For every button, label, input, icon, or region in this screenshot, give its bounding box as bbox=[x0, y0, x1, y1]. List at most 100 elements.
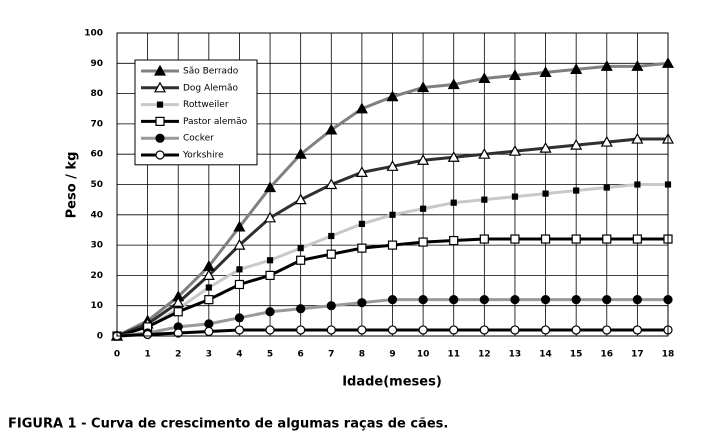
marker bbox=[357, 243, 367, 253]
x-tick-label: 13 bbox=[509, 350, 522, 360]
marker bbox=[265, 307, 275, 317]
marker bbox=[600, 60, 613, 71]
marker bbox=[634, 181, 641, 188]
marker bbox=[296, 304, 306, 314]
x-tick-label: 18 bbox=[662, 350, 675, 360]
marker bbox=[632, 234, 642, 244]
marker bbox=[417, 154, 430, 165]
marker bbox=[418, 295, 428, 305]
y-tick-label: 30 bbox=[90, 241, 103, 251]
plot-frame bbox=[116, 32, 669, 337]
x-tick-label: 1 bbox=[144, 350, 150, 360]
marker bbox=[510, 325, 520, 335]
marker bbox=[153, 64, 167, 76]
y-tick-label: 90 bbox=[90, 59, 103, 69]
x-tick-label: 14 bbox=[539, 350, 552, 360]
marker bbox=[571, 325, 581, 335]
marker bbox=[449, 295, 459, 305]
marker bbox=[204, 326, 214, 337]
marker bbox=[264, 181, 277, 193]
marker bbox=[328, 232, 335, 240]
marker bbox=[478, 72, 491, 84]
marker bbox=[173, 328, 183, 338]
marker bbox=[602, 325, 612, 335]
marker bbox=[539, 66, 552, 77]
marker bbox=[600, 135, 613, 147]
marker bbox=[632, 295, 642, 305]
marker bbox=[478, 147, 491, 159]
legend-label: Yorkshire bbox=[182, 151, 224, 161]
x-tick-label: 6 bbox=[298, 350, 304, 360]
y-tick-label: 70 bbox=[90, 119, 103, 129]
marker bbox=[542, 190, 549, 197]
y-tick-label: 40 bbox=[90, 210, 103, 220]
marker bbox=[447, 150, 460, 162]
marker bbox=[420, 205, 427, 212]
marker bbox=[143, 329, 153, 340]
y-tick-label: 80 bbox=[90, 89, 103, 99]
marker bbox=[510, 234, 520, 244]
marker bbox=[540, 325, 551, 335]
marker bbox=[204, 295, 214, 305]
marker bbox=[326, 301, 336, 311]
legend-label: Dog Alemão bbox=[183, 83, 238, 93]
marker bbox=[325, 123, 338, 135]
marker bbox=[325, 178, 338, 190]
x-tick-label: 15 bbox=[570, 350, 583, 360]
x-tick-label: 0 bbox=[114, 350, 120, 360]
marker bbox=[296, 325, 306, 335]
marker bbox=[234, 279, 245, 290]
x-tick-label: 8 bbox=[359, 350, 365, 360]
marker bbox=[418, 325, 428, 335]
marker bbox=[508, 144, 521, 156]
marker bbox=[156, 101, 164, 108]
legend-label: Rottweiler bbox=[183, 100, 229, 110]
x-tick-label: 16 bbox=[601, 350, 614, 360]
marker bbox=[447, 78, 460, 90]
marker bbox=[296, 255, 306, 265]
y-tick-label: 100 bbox=[84, 29, 103, 39]
marker bbox=[571, 295, 581, 305]
marker bbox=[573, 187, 580, 194]
marker bbox=[508, 69, 521, 81]
marker bbox=[417, 81, 430, 93]
marker bbox=[155, 133, 165, 143]
marker bbox=[264, 211, 277, 223]
x-tick-label: 3 bbox=[206, 350, 212, 360]
marker bbox=[233, 220, 246, 232]
marker bbox=[602, 234, 612, 244]
marker bbox=[326, 249, 336, 259]
marker bbox=[510, 295, 520, 305]
x-axis-label: Idade(meses) bbox=[342, 375, 442, 390]
y-tick-label: 50 bbox=[90, 180, 103, 190]
marker bbox=[386, 160, 399, 171]
marker bbox=[326, 325, 336, 335]
marker bbox=[450, 199, 457, 206]
marker bbox=[540, 295, 551, 305]
marker bbox=[631, 60, 644, 71]
marker bbox=[234, 325, 245, 335]
legend-label: Pastor alemão bbox=[183, 117, 248, 127]
legend-label: Cocker bbox=[183, 134, 214, 144]
y-tick-label: 10 bbox=[90, 301, 103, 311]
x-tick-label: 10 bbox=[417, 350, 430, 360]
marker bbox=[511, 193, 519, 200]
marker bbox=[449, 235, 459, 246]
marker bbox=[479, 295, 489, 305]
marker bbox=[236, 266, 243, 273]
marker bbox=[355, 102, 368, 114]
marker bbox=[357, 325, 367, 335]
marker bbox=[449, 325, 459, 335]
legend-label: São Berrado bbox=[183, 67, 239, 77]
y-tick-label: 60 bbox=[90, 150, 103, 160]
marker bbox=[387, 295, 398, 305]
marker bbox=[297, 245, 304, 252]
marker bbox=[355, 166, 368, 177]
marker bbox=[233, 238, 246, 250]
marker bbox=[603, 184, 610, 191]
marker bbox=[202, 269, 215, 280]
marker bbox=[153, 81, 167, 93]
marker bbox=[204, 319, 214, 329]
